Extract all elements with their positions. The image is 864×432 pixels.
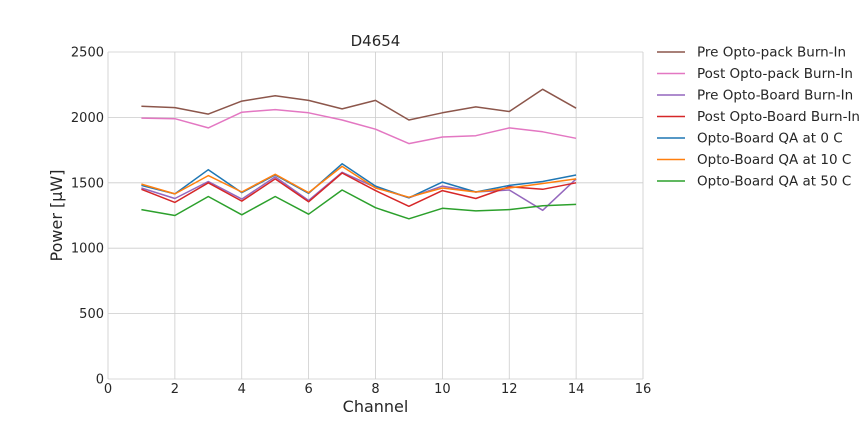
x-tick-label: 4 bbox=[238, 382, 246, 397]
y-tick-label: 0 bbox=[96, 373, 104, 388]
x-tick-label: 14 bbox=[568, 382, 585, 397]
series-line-2 bbox=[141, 108, 577, 145]
legend-label: Opto-Board QA at 10 C bbox=[697, 152, 851, 168]
y-tick-label: 1500 bbox=[71, 176, 104, 191]
x-tick-label: 8 bbox=[371, 382, 379, 397]
y-tick-label: 2500 bbox=[71, 46, 104, 61]
x-tick-label: 16 bbox=[635, 382, 652, 397]
y-tick-label: 1000 bbox=[71, 242, 104, 257]
y-axis-label: Power [μW] bbox=[47, 170, 66, 262]
tick-labels: 0 2 4 6 8 10 12 14 16 0 500 1000 1500 2000 2500 bbox=[71, 46, 651, 398]
chart-title: D4654 bbox=[351, 32, 401, 50]
grid bbox=[107, 51, 644, 380]
legend: Pre Opto-pack Burn-In Post Opto-pack Burn… bbox=[657, 45, 860, 190]
legend-label: Post Opto-Board Burn-In bbox=[697, 109, 860, 125]
x-tick-label: 6 bbox=[304, 382, 312, 397]
x-axis-label: Channel bbox=[343, 397, 409, 416]
series-line-6 bbox=[141, 165, 577, 198]
legend-label: Pre Opto-pack Burn-In bbox=[697, 45, 846, 61]
y-tick-label: 500 bbox=[79, 307, 104, 322]
x-tick-label: 10 bbox=[434, 382, 451, 397]
legend-label: Opto-Board QA at 0 C bbox=[697, 131, 843, 147]
series-layer bbox=[141, 88, 577, 220]
series-line-1 bbox=[141, 88, 577, 121]
y-tick-label: 2000 bbox=[71, 111, 104, 126]
legend-label: Opto-Board QA at 50 C bbox=[697, 174, 851, 190]
series-line-3 bbox=[141, 171, 577, 212]
legend-label: Post Opto-pack Burn-In bbox=[697, 66, 853, 82]
x-tick-label: 12 bbox=[501, 382, 518, 397]
legend-label: Pre Opto-Board Burn-In bbox=[697, 88, 853, 104]
x-tick-label: 2 bbox=[171, 382, 179, 397]
series-line-7 bbox=[141, 189, 577, 220]
x-tick-label: 0 bbox=[104, 382, 112, 397]
series-line-5 bbox=[141, 163, 577, 199]
